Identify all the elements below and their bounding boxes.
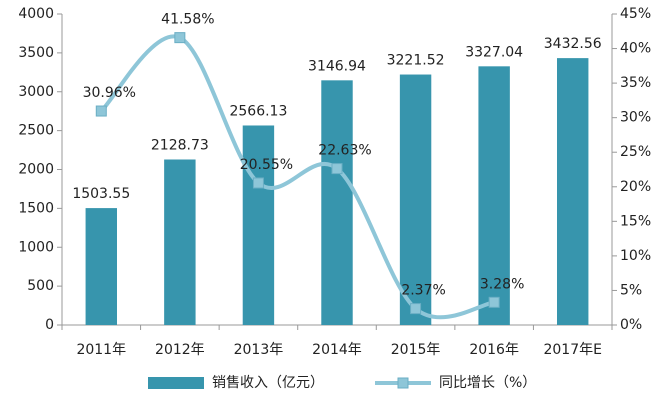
y-tick-label: 2000 [18,162,54,178]
line-marker [174,32,186,44]
line-value-label: 22.63% [318,143,371,159]
x-tick-label: 2017年E [543,342,601,358]
y-tick-label: 3500 [18,45,54,61]
y-tick-label: 0 [45,317,54,333]
line-marker [488,296,500,308]
y-tick-label: 3000 [18,84,54,100]
line-marker [95,105,107,117]
bar [321,80,353,326]
y2-tick-label: 30% [620,110,651,126]
bar-value-label: 3221.52 [387,53,445,69]
x-tick-label: 2015年 [391,342,441,358]
x-tick-label: 2016年 [469,342,519,358]
y-tick-label: 500 [27,278,54,294]
x-tick-label: 2011年 [76,342,126,358]
legend-marker [397,377,409,389]
line-marker [331,163,343,175]
line-value-label: 41.58% [161,12,214,28]
bar-value-label: 3327.04 [465,44,523,60]
bar [399,74,432,325]
y2-tick-label: 40% [620,41,651,57]
bar [164,159,196,325]
legend-label: 同比增长（%） [439,375,536,391]
line-marker [410,303,422,315]
bar-value-label: 3432.56 [544,36,602,52]
y2-tick-label: 5% [620,282,642,298]
line-value-label: 20.55% [240,157,293,173]
y-tick-label: 2500 [18,123,54,139]
y-tick-label: 4000 [18,6,54,22]
y2-tick-label: 45% [620,6,651,22]
y2-tick-label: 15% [620,213,651,229]
y-tick-label: 1500 [18,200,54,216]
x-tick-label: 2013年 [234,342,284,358]
bar [557,58,589,325]
legend-label: 销售收入（亿元） [212,375,324,391]
bar-value-label: 2128.73 [151,137,209,153]
y2-tick-label: 10% [620,248,651,264]
legend-swatch [148,377,204,389]
bar [478,66,510,326]
y2-tick-label: 35% [620,75,651,91]
line-value-label: 3.28% [480,276,524,292]
line-value-label: 30.96% [83,85,136,101]
bar [242,125,275,325]
y2-tick-label: 25% [620,144,651,160]
line-value-label: 2.37% [401,283,445,299]
y-tick-label: 1000 [18,239,54,255]
bar-value-label: 3146.94 [308,58,366,74]
x-tick-label: 2014年 [312,342,362,358]
x-tick-label: 2012年 [155,342,205,358]
bar [85,208,117,325]
line-marker [252,177,264,189]
bar-value-label: 2566.13 [229,103,287,119]
y2-tick-label: 0% [620,317,642,333]
y2-tick-label: 20% [620,179,651,195]
bar-value-label: 1503.55 [72,186,130,202]
